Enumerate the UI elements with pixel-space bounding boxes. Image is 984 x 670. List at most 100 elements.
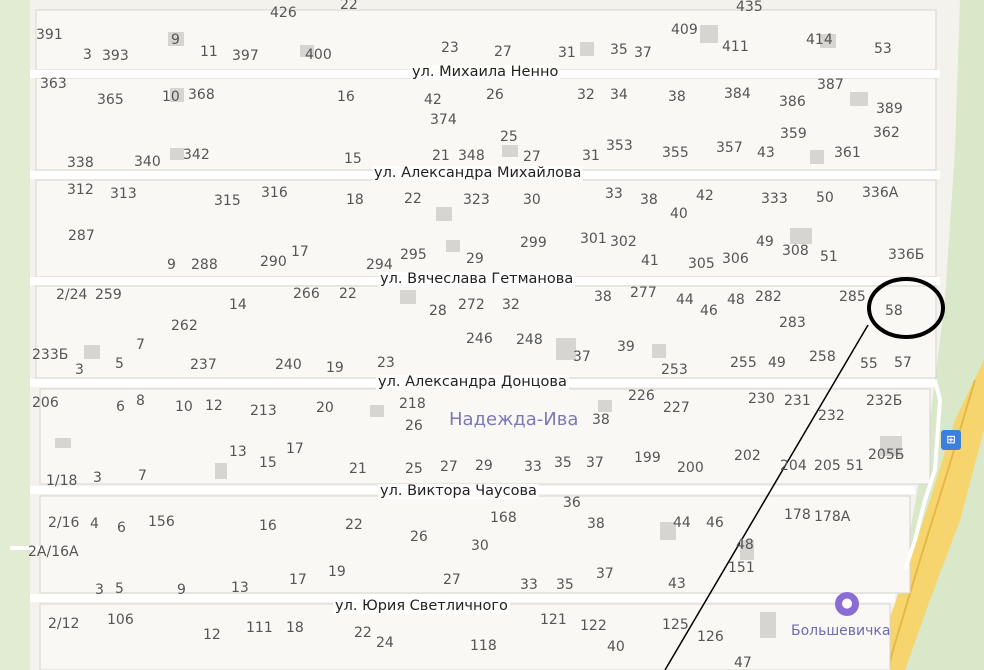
- house-number: 259: [95, 287, 122, 303]
- house-number: 295: [400, 247, 427, 263]
- house-number: 26: [486, 87, 504, 103]
- house-number: 2/24: [56, 287, 88, 303]
- district-label: Надежда-Ива: [449, 409, 579, 430]
- house-number: 41: [641, 253, 659, 269]
- house-number: 30: [523, 192, 541, 208]
- house-number: 5: [115, 581, 124, 597]
- house-number: 283: [779, 315, 806, 331]
- house-number: 38: [668, 89, 686, 105]
- house-number: 40: [607, 639, 625, 655]
- bus-stop-icon[interactable]: ⊞: [941, 430, 961, 450]
- house-number: 285: [839, 289, 866, 305]
- house-number: 33: [605, 186, 623, 202]
- house-number: 316: [261, 185, 288, 201]
- circled-house-number: 58: [885, 303, 903, 319]
- house-number: 363: [40, 76, 67, 92]
- house-number: 42: [424, 92, 442, 108]
- house-number: 272: [458, 297, 485, 313]
- house-number: 36: [563, 495, 581, 511]
- poi-label[interactable]: Большевичка: [791, 623, 891, 639]
- house-number: 34: [610, 87, 628, 103]
- house-number: 231: [784, 393, 811, 409]
- house-number: 361: [834, 145, 861, 161]
- circle-marker: [867, 277, 945, 339]
- house-number: 39: [617, 339, 635, 355]
- house-number: 17: [286, 441, 304, 457]
- house-number: 262: [171, 318, 198, 334]
- house-number: 435: [736, 0, 763, 15]
- house-number: 348: [458, 148, 485, 164]
- house-number: 213: [250, 403, 277, 419]
- house-number: 46: [706, 515, 724, 531]
- house-number: 49: [756, 234, 774, 250]
- house-number: 306: [722, 251, 749, 267]
- house-number: 7: [136, 337, 145, 353]
- house-number: 50: [816, 190, 834, 206]
- house-number: 266: [293, 286, 320, 302]
- house-number: 51: [820, 249, 838, 265]
- house-number: 35: [554, 455, 572, 471]
- house-number: 368: [188, 87, 215, 103]
- house-number: 313: [110, 186, 137, 202]
- house-number: 357: [716, 140, 743, 156]
- street-label: ул. Александра Михайлова: [372, 165, 584, 181]
- house-number: 53: [874, 41, 892, 57]
- house-number: 232Б: [866, 393, 903, 409]
- house-number: 205: [814, 458, 841, 474]
- house-number: 118: [470, 638, 497, 654]
- house-number: 47: [734, 655, 752, 670]
- house-number: 23: [441, 40, 459, 56]
- house-number: 301: [580, 231, 607, 247]
- house-number: 18: [346, 192, 364, 208]
- house-number: 400: [305, 47, 332, 63]
- house-number: 106: [107, 612, 134, 628]
- bed-icon[interactable]: ●: [835, 592, 859, 616]
- house-number: 290: [260, 254, 287, 270]
- house-number: 8: [136, 393, 145, 409]
- house-number: 151: [728, 560, 755, 576]
- house-number: 19: [328, 564, 346, 580]
- house-number: 38: [592, 412, 610, 428]
- house-number: 19: [326, 360, 344, 376]
- house-number: 178А: [814, 509, 851, 525]
- house-number: 26: [410, 529, 428, 545]
- house-number: 37: [586, 455, 604, 471]
- house-number: 9: [167, 257, 176, 273]
- house-number: 30: [471, 538, 489, 554]
- house-number: 411: [722, 39, 749, 55]
- house-number: 22: [340, 0, 358, 13]
- house-number: 28: [429, 303, 447, 319]
- house-number: 2А/16А: [28, 544, 79, 560]
- house-number: 12: [203, 627, 221, 643]
- house-number: 25: [500, 129, 518, 145]
- house-number: 6: [116, 399, 125, 415]
- house-number: 51: [846, 458, 864, 474]
- house-number: 10: [162, 89, 180, 105]
- street-label: ул. Михаила Ненно: [410, 64, 561, 80]
- house-number: 22: [354, 625, 372, 641]
- house-number: 233Б: [32, 347, 69, 363]
- house-number: 6: [117, 520, 126, 536]
- house-number: 20: [316, 400, 334, 416]
- house-number: 125: [662, 617, 689, 633]
- house-number: 3: [93, 470, 102, 486]
- house-number: 5: [115, 356, 124, 372]
- house-number: 353: [606, 138, 633, 154]
- house-number: 199: [634, 450, 661, 466]
- house-number: 240: [275, 357, 302, 373]
- house-number: 255: [730, 355, 757, 371]
- house-number: 31: [558, 45, 576, 61]
- house-number: 15: [344, 151, 362, 167]
- house-number: 359: [780, 126, 807, 142]
- street-label: ул. Юрия Светличного: [333, 598, 510, 614]
- house-number: 342: [183, 147, 210, 163]
- house-number: 389: [876, 101, 903, 117]
- house-number: 338: [67, 155, 94, 171]
- house-number: 55: [860, 356, 878, 372]
- house-number: 391: [36, 27, 63, 43]
- house-number: 288: [191, 257, 218, 273]
- house-number: 9: [177, 582, 186, 598]
- house-number: 294: [366, 257, 393, 273]
- house-number: 31: [582, 148, 600, 164]
